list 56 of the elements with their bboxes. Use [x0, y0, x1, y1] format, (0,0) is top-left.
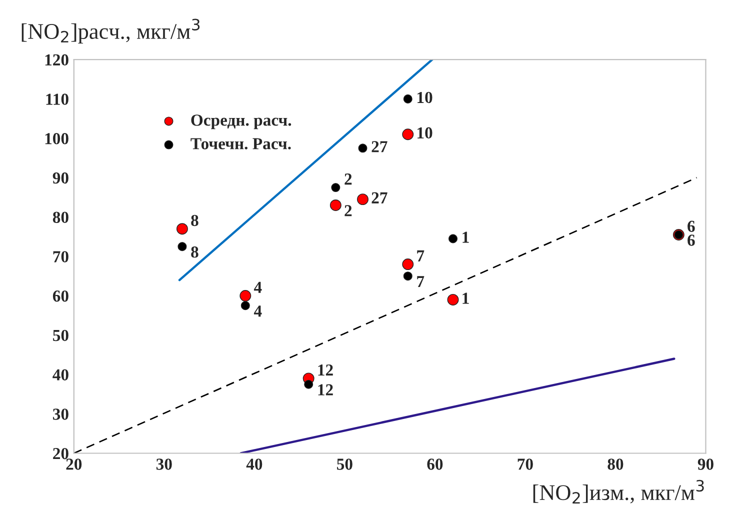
x-tick-label: 80 [608, 458, 624, 470]
annotation: 4 [254, 306, 262, 317]
annotation: 12 [318, 384, 333, 396]
legend-label: Точечн. Расч. [190, 138, 291, 150]
annotation: 7 [417, 276, 424, 288]
point [402, 258, 414, 270]
annotation: 10 [418, 92, 432, 104]
point [403, 94, 412, 104]
point [448, 234, 458, 244]
annotation: 27 [372, 141, 388, 152]
y-tick-label: 70 [53, 251, 68, 262]
x-axis-title: [NO$_{2}$]изм., мкг/м$^{3}$ [533, 480, 704, 504]
annotation: 27 [372, 192, 388, 204]
x-tick-label: 70 [518, 458, 533, 470]
annotation: 10 [418, 127, 432, 139]
annotation: 6 [688, 220, 695, 232]
annotation: 1 [462, 232, 469, 243]
y-tick-label: 120 [45, 54, 68, 66]
point [240, 290, 252, 302]
point [357, 194, 368, 206]
point [330, 200, 342, 211]
annotation: 8 [191, 246, 198, 258]
x-tick-label: 30 [156, 458, 172, 470]
y-tick-label: 30 [53, 408, 68, 420]
annotation: 6 [688, 234, 695, 246]
point [402, 128, 414, 140]
y-axis-title: [NO$_{2}$]расч., мкг/м$^{3}$ [22, 18, 200, 44]
point [178, 242, 187, 252]
annotation: 2 [344, 174, 352, 185]
point [403, 272, 412, 281]
point [358, 144, 368, 153]
point [304, 380, 314, 389]
x-tick-label: 60 [427, 458, 443, 470]
annotation: 8 [191, 214, 198, 226]
point [331, 183, 340, 192]
x-tick-label: 90 [698, 458, 714, 470]
y-tick-label: 100 [45, 133, 68, 144]
x-tick-label: 20 [66, 458, 82, 470]
y-tick-label: 40 [52, 369, 68, 380]
annotation: 12 [318, 364, 333, 376]
y-tick-label: 20 [53, 448, 68, 460]
point [447, 294, 459, 306]
y-tick-label: 80 [52, 212, 68, 223]
annotation: 7 [417, 250, 424, 262]
annotation: 2 [344, 205, 352, 216]
y-tick-label: 110 [46, 94, 68, 105]
y-tick-label: 50 [53, 330, 68, 342]
legend-label: Осредн. расч. [191, 114, 292, 130]
point [176, 223, 188, 235]
annotation: 1 [462, 292, 469, 304]
y-tick-label: 60 [52, 290, 68, 302]
x-tick-label: 40 [246, 458, 262, 470]
annotation: 4 [254, 282, 262, 293]
y-tick-label: 90 [52, 172, 68, 184]
point [240, 301, 250, 310]
x-tick-label: 50 [337, 458, 352, 470]
